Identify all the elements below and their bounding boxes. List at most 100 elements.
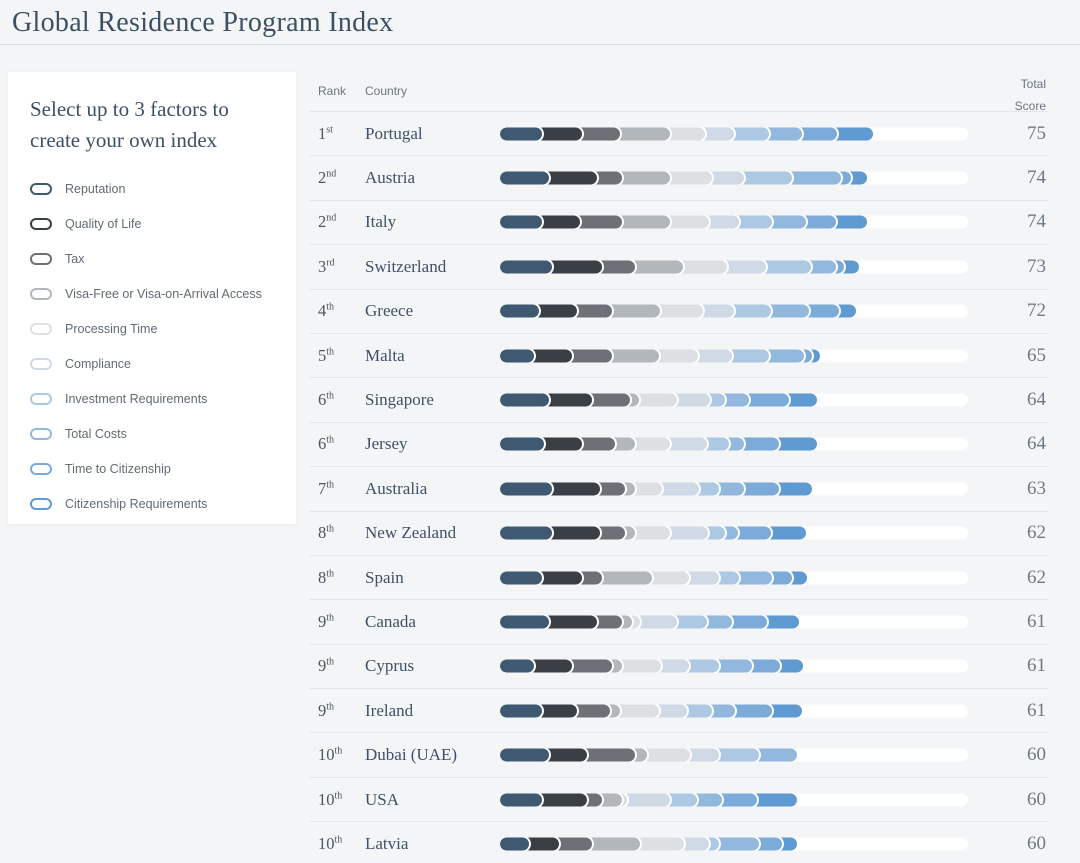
factor-checkbox-pill-icon[interactable] (30, 498, 52, 511)
score-bar-segment-processing-time (651, 349, 699, 363)
factor-selector-card: Select up to 3 factors to create your ow… (8, 72, 296, 524)
score-bar-segment-time-to-citizenship (715, 793, 758, 807)
score-bar-track (500, 748, 968, 762)
score-bar-track (500, 393, 968, 407)
title-divider (0, 44, 1080, 45)
score-bar-segment-processing-time (633, 837, 685, 851)
rank-ordinal: nd (326, 168, 337, 180)
score-bar-segment-citizenship-requirements (772, 437, 818, 451)
table-row: 6th Singapore 64 (310, 377, 1048, 421)
rank-ordinal: th (326, 568, 335, 580)
factor-checkbox-pill-icon[interactable] (30, 288, 52, 301)
total-score-cell: 72 (1027, 300, 1046, 322)
score-bar-segment-time-to-citizenship (765, 571, 793, 585)
score-bar-track (500, 704, 968, 718)
factor-toggle-tax[interactable]: Tax (30, 252, 274, 266)
country-cell: Canada (365, 611, 416, 631)
score-bar-segment-investment-requirements (691, 482, 719, 496)
factor-checkbox-pill-icon[interactable] (30, 463, 52, 476)
rank-ordinal: st (326, 124, 333, 136)
score-bar-segment-investment-requirements (737, 171, 793, 185)
score-bar-segment-citizenship-requirements (771, 482, 813, 496)
score-bar-track (500, 127, 968, 141)
score-bar-segment-compliance (696, 304, 734, 318)
score-bar-segment-reputation (500, 482, 552, 496)
factor-toggle-reputation[interactable]: Reputation (30, 182, 274, 196)
score-bar-segment-citizenship-requirements (759, 615, 799, 629)
factor-checkbox-pill-icon[interactable] (30, 358, 52, 371)
country-cell: Spain (365, 567, 404, 587)
score-bar-segment-compliance (702, 215, 740, 229)
score-bar-segment-citizenship-requirements (764, 704, 802, 718)
rank-cell: 5th (318, 345, 335, 365)
score-bar-track (500, 571, 968, 585)
factor-label: Compliance (65, 357, 132, 372)
score-bar-segment-processing-time (662, 127, 705, 141)
total-score-cell: 60 (1027, 788, 1046, 810)
factor-toggle-time-to-citizenship[interactable]: Time to Citizenship (30, 462, 274, 476)
score-bar-segment-tax (593, 482, 625, 496)
factor-toggle-investment-requirements[interactable]: Investment Requirements (30, 392, 274, 406)
score-bar-segment-total-costs (763, 304, 809, 318)
total-score-cell: 75 (1027, 122, 1046, 144)
rank-ordinal: th (326, 701, 335, 713)
score-bar-segment-tax (565, 659, 612, 673)
table-row: 7th Australia 63 (310, 466, 1048, 510)
score-bar-segment-quality-of-life (542, 615, 598, 629)
table-row: 8th Spain 62 (310, 554, 1048, 599)
score-bar-segment-processing-time (627, 526, 670, 540)
score-bar-segment-reputation (500, 127, 543, 141)
score-bar-segment-total-costs (712, 482, 744, 496)
total-score-cell: 64 (1027, 389, 1046, 411)
score-bar-track (500, 482, 968, 496)
score-bar-segment-time-to-citizenship (737, 437, 780, 451)
score-bar-segment-investment-requirements (727, 304, 771, 318)
score-bar-segment-reputation (500, 215, 543, 229)
score-bar-segment-total-costs (762, 127, 803, 141)
total-score-cell: 74 (1027, 211, 1046, 233)
score-bar-segment-quality-of-life (527, 659, 573, 673)
factor-label: Citizenship Requirements (65, 497, 208, 512)
table-row: 2nd Austria 74 (310, 155, 1048, 199)
score-bar-segment-time-to-citizenship (751, 837, 782, 851)
score-bar-segment-investment-requirements (712, 571, 740, 585)
rank-cell: 10th (318, 833, 343, 853)
factor-toggle-citizenship-requirements[interactable]: Citizenship Requirements (30, 497, 274, 511)
factor-checkbox-pill-icon[interactable] (30, 428, 52, 441)
factor-checkbox-pill-icon[interactable] (30, 218, 52, 231)
factor-checkbox-pill-icon[interactable] (30, 393, 52, 406)
score-bar-segment-quality-of-life (544, 526, 601, 540)
score-bar-segment-compliance (654, 482, 699, 496)
rank-cell: 2nd (318, 212, 337, 232)
factor-checkbox-pill-icon[interactable] (30, 183, 52, 196)
factor-toggle-processing-time[interactable]: Processing Time (30, 322, 274, 336)
table-row: 6th Jersey 64 (310, 421, 1048, 466)
total-score-cell: 63 (1027, 477, 1046, 499)
factor-toggle-visa-free-or-visa-on-arrival-access[interactable]: Visa-Free or Visa-on-Arrival Access (30, 287, 274, 301)
score-bar-segment-total-costs (761, 349, 804, 363)
country-cell: Latvia (365, 833, 409, 853)
score-bar-segment-tax (595, 260, 636, 274)
score-bar-segment-investment-requirements (712, 748, 760, 762)
score-bar-segment-quality-of-life (527, 349, 573, 363)
factor-toggle-total-costs[interactable]: Total Costs (30, 427, 274, 441)
factor-checkbox-pill-icon[interactable] (30, 253, 52, 266)
rank-ordinal: nd (326, 212, 337, 224)
factor-toggle-quality-of-life[interactable]: Quality of Life (30, 217, 274, 231)
rank-column-header: Rank (318, 84, 347, 98)
score-bar-segment-total-costs (711, 659, 752, 673)
score-bar-segment-time-to-citizenship (801, 304, 839, 318)
factor-toggle-compliance[interactable]: Compliance (30, 357, 274, 371)
country-cell: Dubai (UAE) (365, 745, 458, 765)
factor-label: Quality of Life (65, 217, 142, 232)
score-bar-segment-citizenship-requirements (772, 659, 803, 673)
score-bar-segment-citizenship-requirements (781, 393, 817, 407)
factor-label: Tax (65, 252, 85, 267)
rank-ordinal: th (326, 390, 335, 402)
score-bar-segment-reputation (500, 793, 543, 807)
table-row: 10th Latvia 60 (310, 821, 1048, 863)
score-bar-segment-tax (570, 704, 611, 718)
score-bar-segment-total-costs (705, 704, 735, 718)
score-bar-segment-tax (574, 571, 602, 585)
factor-checkbox-pill-icon[interactable] (30, 323, 52, 336)
